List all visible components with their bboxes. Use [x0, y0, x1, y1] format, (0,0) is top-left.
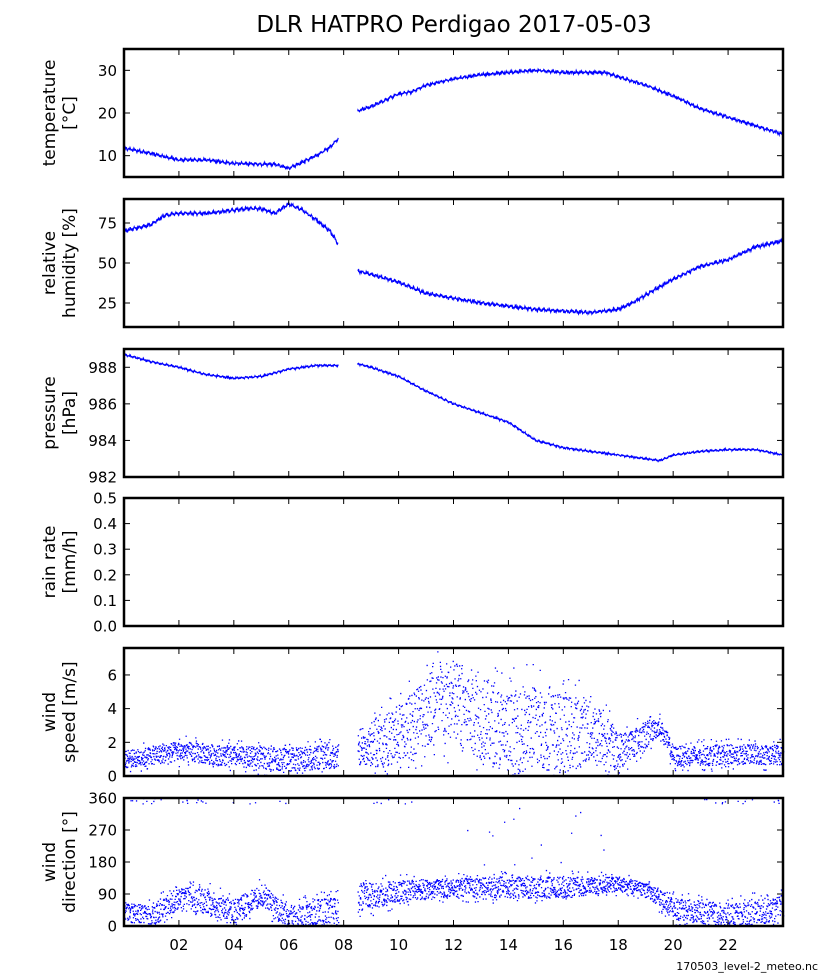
pressure-axes-frame [122, 347, 785, 479]
wind_direction-ytick-label-1: 90 [98, 886, 117, 904]
rain_rate-ytick-label-2: 0.2 [93, 566, 117, 584]
humidity-ytick-label-2: 75 [98, 215, 117, 233]
panel-temperature: 10 20 30 temperature[°C] [40, 47, 785, 179]
wind_speed-ytick-label-0: 0 [107, 768, 117, 786]
rain_rate-ytick-label-4: 0.4 [93, 515, 117, 533]
xtick-label-10: 22 [719, 936, 738, 954]
temperature-ytick-label-0: 10 [98, 147, 117, 165]
panel-wind_direction: 0 90 180 270 360 02 04 06 08 10 12 14 16 18 20 22 winddi… [40, 790, 785, 954]
xtick-label-6: 14 [499, 936, 518, 954]
temperature-ylabel-line-1: [°C] [60, 96, 80, 130]
pressure-ylabel: pressure[hPa] [40, 376, 80, 449]
pressure-series-line-1 [123, 352, 339, 381]
panel-rain_rate: 0.0 0.1 0.2 0.3 0.4 0.5 rain rate[mm/h] [40, 490, 785, 636]
xtick-label-4: 10 [389, 936, 408, 954]
wind_direction-ytick-label-0: 0 [107, 918, 117, 936]
figure-title: DLR HATPRO Perdigao 2017-05-03 [256, 12, 651, 38]
rain_rate-ylabel-line-0: rain rate [40, 526, 60, 599]
wind_direction-axes-frame [122, 796, 785, 928]
humidity-ylabel-line-1: humidity [%] [60, 208, 80, 318]
pressure-ylabel-line-0: pressure [40, 376, 60, 449]
rain_rate-ytick-label-3: 0.3 [93, 541, 117, 559]
wind_speed-ytick-label-2: 4 [107, 700, 117, 718]
pressure-ytick-label-0: 982 [88, 469, 117, 487]
wind_speed-ytick-label-1: 2 [107, 734, 117, 752]
wind_speed-ylabel: windspeed [m/s] [40, 661, 80, 762]
panel-humidity: 25 50 75 relativehumidity [%] [40, 197, 785, 329]
xtick-label-5: 12 [444, 936, 463, 954]
temperature-ylabel: temperature[°C] [40, 60, 80, 167]
temperature-ytick-label-2: 30 [98, 62, 117, 80]
temperature-ytick-label-1: 20 [98, 105, 117, 123]
wind_direction-ylabel-line-1: direction [°] [60, 811, 80, 913]
pressure-ytick-label-2: 986 [88, 395, 117, 413]
xtick-label-9: 20 [664, 936, 683, 954]
wind_speed-ylabel-line-0: wind [40, 692, 60, 732]
pressure-series-line-2 [357, 362, 784, 463]
humidity-series-line-2 [357, 237, 784, 316]
xtick-label-0: 02 [169, 936, 188, 954]
rain_rate-ytick-label-5: 0.5 [93, 490, 117, 508]
panel-wind_speed: 0 2 4 6 windspeed [m/s] [40, 646, 785, 786]
rain_rate-ylabel-line-1: [mm/h] [60, 531, 80, 594]
wind_speed-ytick-label-3: 6 [107, 666, 117, 684]
humidity-series-line-1 [123, 201, 339, 246]
humidity-ytick-label-1: 50 [98, 255, 117, 273]
pressure-ytick-label-1: 984 [88, 432, 117, 450]
xtick-label-8: 18 [609, 936, 628, 954]
panels: 102030temperature[°C]255075relativehumid… [40, 47, 785, 954]
humidity-ylabel: relativehumidity [%] [40, 208, 80, 318]
humidity-axes-frame [122, 197, 785, 329]
wind_direction-ytick-label-2: 180 [88, 854, 117, 872]
rain_rate-ylabel: rain rate[mm/h] [40, 526, 80, 599]
temperature-axes-frame [122, 47, 785, 179]
pressure-ylabel-line-1: [hPa] [60, 391, 80, 435]
wind_direction-ylabel: winddirection [°] [40, 811, 80, 913]
wind_speed-ylabel-line-1: speed [m/s] [60, 661, 80, 762]
rain_rate-axes-frame [122, 496, 785, 628]
wind_direction-points [124, 798, 785, 928]
wind_speed-points [124, 651, 785, 777]
wind_direction-ylabel-line-0: wind [40, 842, 60, 882]
wind_direction-ytick-label-3: 270 [88, 822, 117, 840]
xtick-label-3: 08 [334, 936, 353, 954]
humidity-ylabel-line-0: relative [40, 231, 60, 295]
rain_rate-ytick-label-1: 0.1 [93, 592, 117, 610]
xtick-label-2: 06 [279, 936, 298, 954]
temperature-series-line-2 [357, 67, 784, 138]
temperature-ylabel-line-0: temperature [40, 60, 60, 167]
xtick-label-7: 16 [554, 936, 573, 954]
footer-filename: 170503_level-2_meteo.nc [676, 960, 818, 973]
rain_rate-ytick-label-0: 0.0 [93, 618, 117, 636]
xtick-label-1: 04 [224, 936, 243, 954]
temperature-series-line-1 [123, 137, 339, 171]
humidity-ytick-label-0: 25 [98, 295, 117, 313]
wind_direction-ytick-label-4: 360 [88, 790, 117, 808]
panel-pressure: 982 984 986 988 pressure[hPa] [40, 347, 785, 487]
pressure-ytick-label-3: 988 [88, 359, 117, 377]
